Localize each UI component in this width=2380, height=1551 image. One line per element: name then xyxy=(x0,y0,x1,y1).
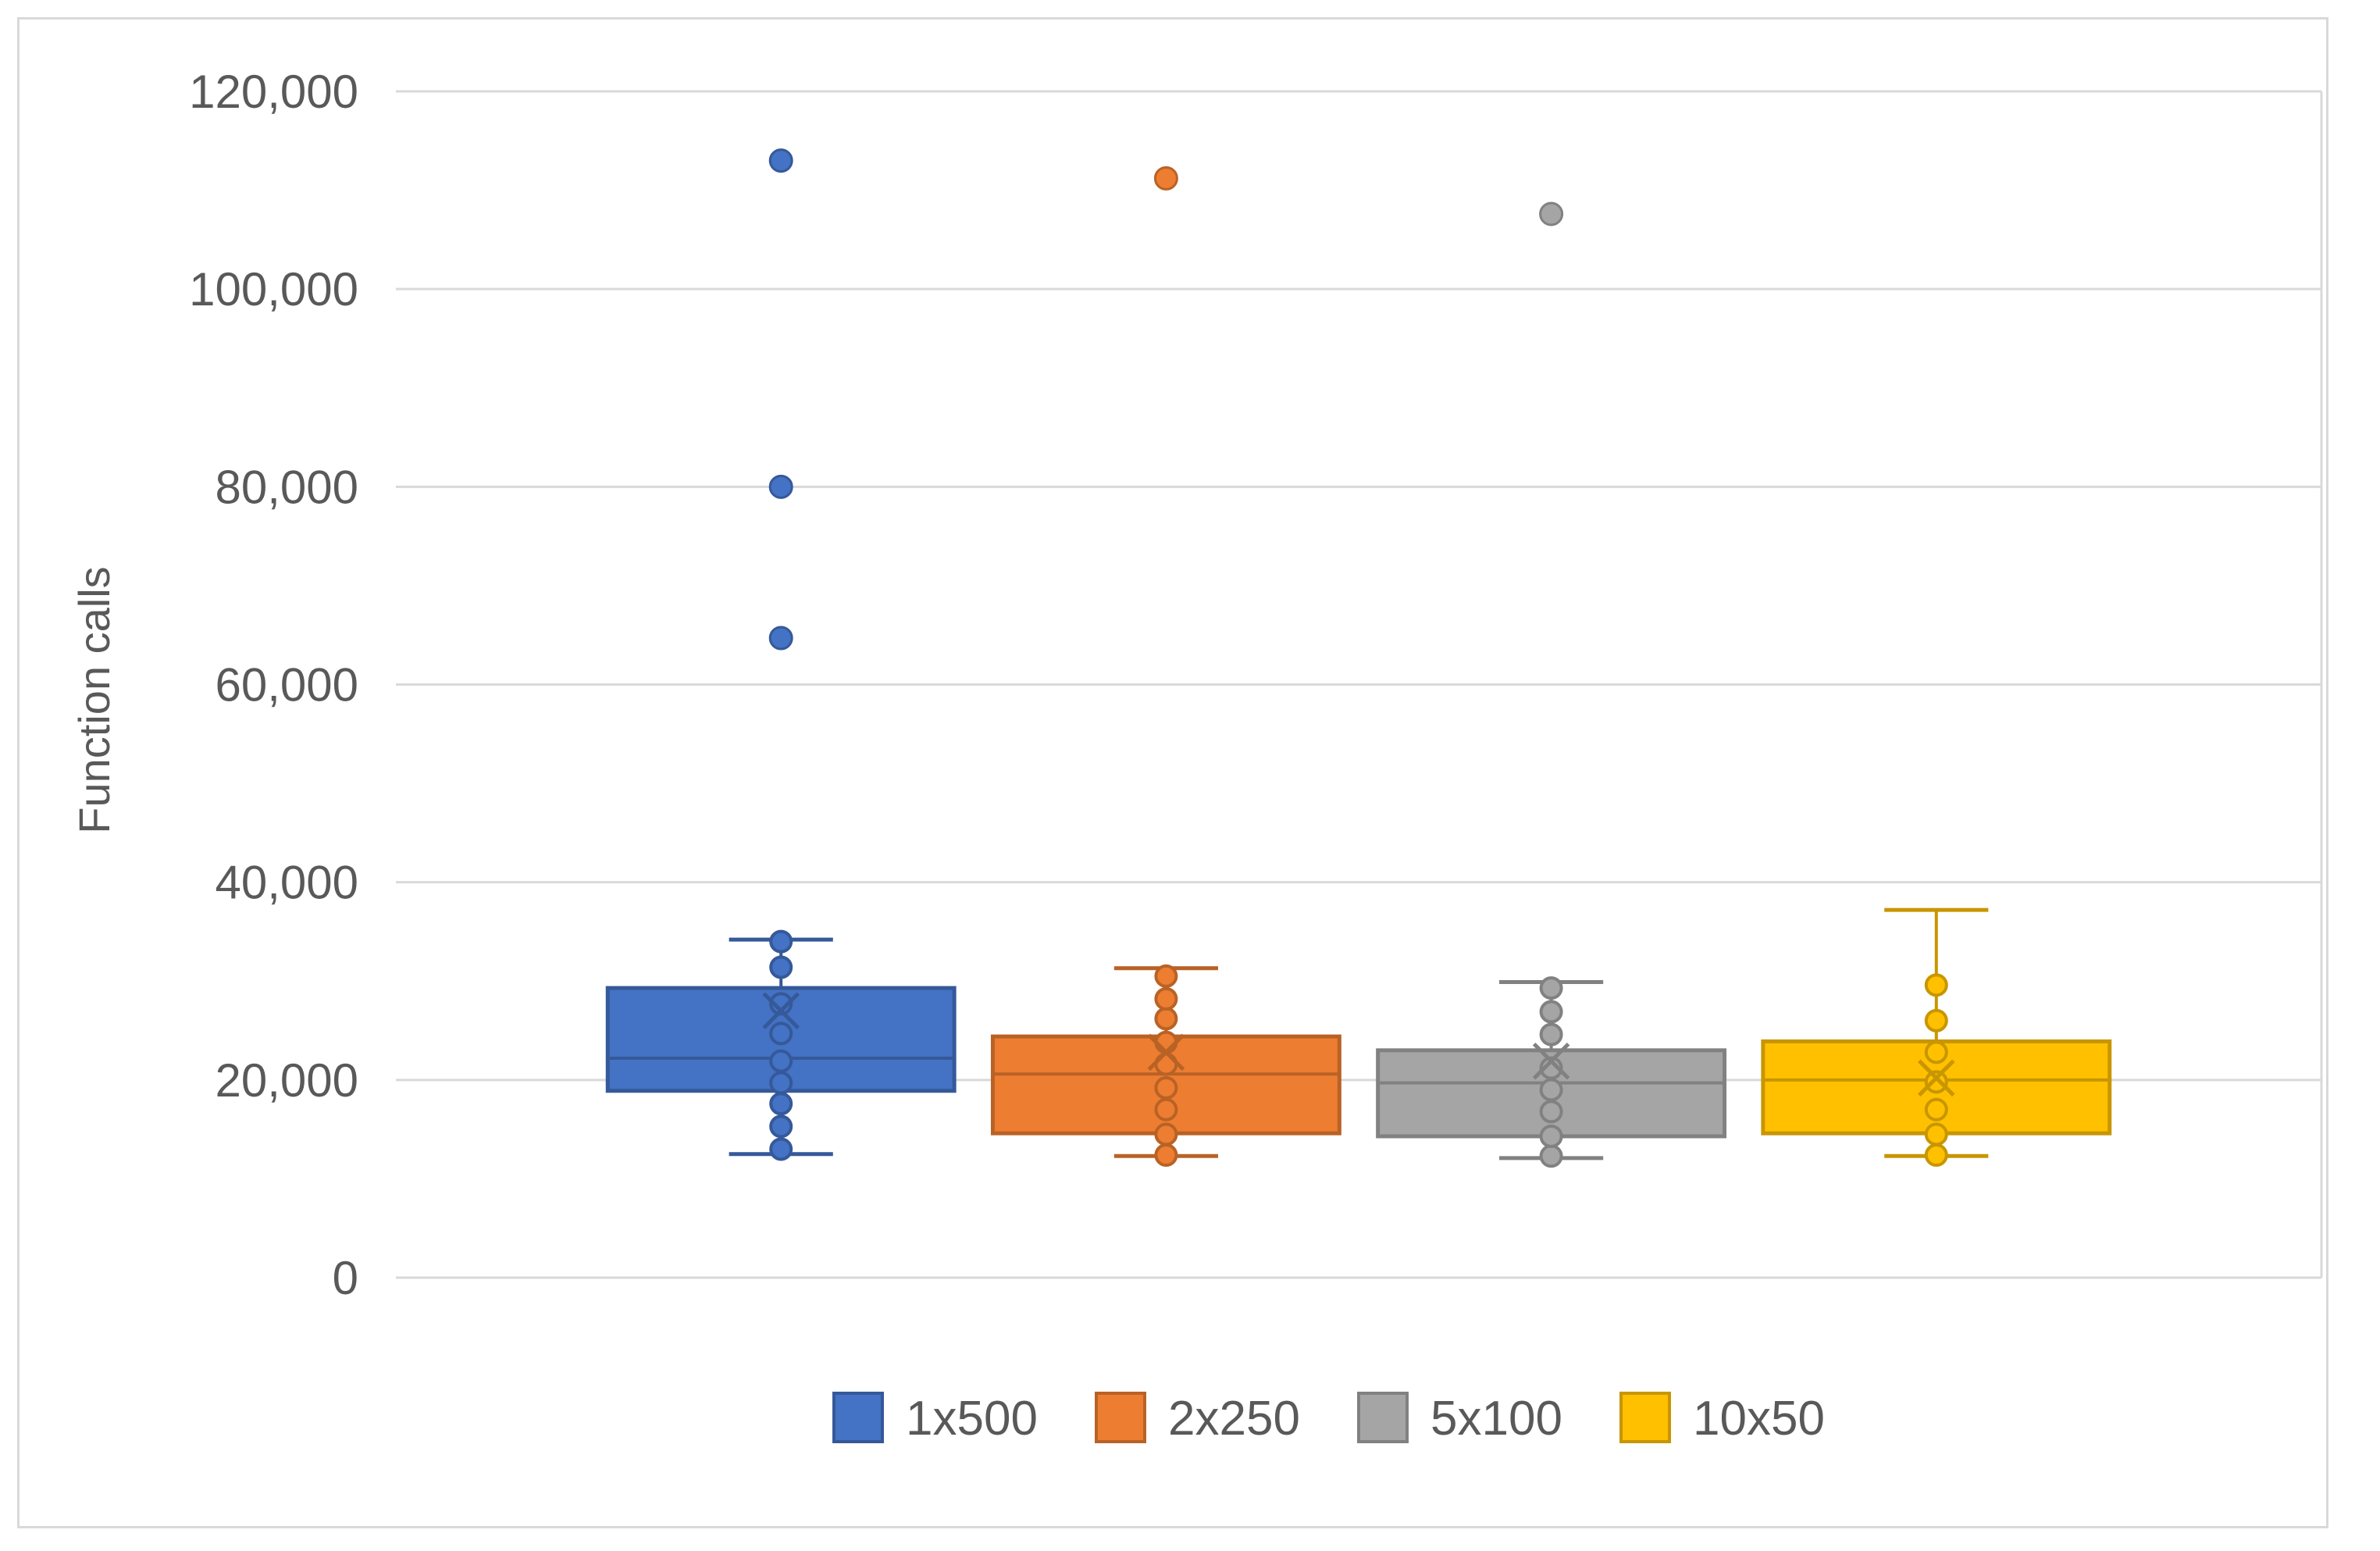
data-point xyxy=(1154,1075,1178,1100)
y-tick-label: 60,000 xyxy=(215,659,358,711)
data-point xyxy=(769,1022,793,1046)
data-point xyxy=(769,955,793,979)
legend-label: 5x100 xyxy=(1430,1392,1562,1446)
legend-item-10x50: 10x50 xyxy=(1619,1392,1825,1446)
data-point xyxy=(1924,1040,1948,1064)
legend-item-2x250: 2x250 xyxy=(1095,1392,1300,1446)
legend-swatch xyxy=(1619,1392,1671,1443)
y-tick-label: 0 xyxy=(333,1252,358,1304)
legend-swatch xyxy=(1095,1392,1146,1443)
data-point xyxy=(769,1071,793,1095)
data-point xyxy=(1924,1070,1948,1094)
outlier-point xyxy=(768,474,793,499)
data-point xyxy=(1924,1008,1948,1032)
data-point xyxy=(769,1114,793,1139)
y-tick-label: 20,000 xyxy=(215,1054,358,1107)
outlier-point xyxy=(1539,201,1564,226)
outlier-point xyxy=(768,148,793,173)
data-point xyxy=(769,929,793,954)
outlier-point xyxy=(1153,166,1178,191)
chart-frame: 0 20,000 40,000 60,000 80,000 100,000 120,000 … xyxy=(17,17,2328,1528)
mean-marker xyxy=(1532,1043,1570,1080)
legend-label: 10x50 xyxy=(1693,1392,1825,1446)
data-point xyxy=(1924,1097,1948,1121)
data-point xyxy=(1154,1122,1178,1146)
legend: 1x500 2x250 5x100 10x50 xyxy=(832,1392,1825,1446)
data-point xyxy=(769,1137,793,1161)
data-point xyxy=(1539,1022,1563,1046)
data-point xyxy=(769,1049,793,1073)
data-point xyxy=(1539,976,1563,1000)
box-plot-chart: 020,00040,00060,00080,000100,000120,000 … xyxy=(69,66,2323,1446)
legend-label: 1x500 xyxy=(906,1392,1038,1446)
data-point xyxy=(1154,964,1178,988)
data-point xyxy=(1539,1100,1563,1124)
legend-item-1x500: 1x500 xyxy=(832,1392,1038,1446)
series-layer xyxy=(605,148,2112,1168)
mean-marker xyxy=(762,992,800,1029)
series-1x500 xyxy=(605,148,957,1161)
data-point xyxy=(1539,1078,1563,1102)
data-point xyxy=(1924,973,1948,997)
legend-label: 2x250 xyxy=(1168,1392,1300,1446)
data-point xyxy=(1154,1097,1178,1121)
y-tick-label: 40,000 xyxy=(215,857,358,909)
data-point xyxy=(1924,1122,1948,1146)
legend-swatch xyxy=(832,1392,884,1443)
legend-item-5x100: 5x100 xyxy=(1357,1392,1562,1446)
outlier-point xyxy=(768,626,793,651)
data-point xyxy=(1154,1143,1178,1168)
series-10x50 xyxy=(1761,907,2112,1168)
data-point xyxy=(1539,1056,1563,1080)
data-point xyxy=(769,992,793,1016)
data-point xyxy=(1924,1143,1948,1168)
data-point xyxy=(1539,1000,1563,1024)
data-point xyxy=(1154,1007,1178,1031)
data-point xyxy=(1154,1030,1178,1054)
y-tick-label: 100,000 xyxy=(189,263,358,316)
y-tick-label: 80,000 xyxy=(215,461,358,513)
legend-swatch xyxy=(1357,1392,1409,1443)
data-point xyxy=(769,1092,793,1116)
data-point xyxy=(1539,1144,1563,1168)
data-point xyxy=(1539,1124,1563,1148)
y-axis-ticks: 0 20,000 40,000 60,000 80,000 100,000 120,000 xyxy=(189,66,358,1304)
mean-marker xyxy=(1147,1033,1185,1071)
series-5x100 xyxy=(1376,201,1727,1168)
mean-marker xyxy=(1918,1059,1955,1097)
data-point xyxy=(1154,987,1178,1011)
y-tick-label: 120,000 xyxy=(189,66,358,118)
series-2x250 xyxy=(990,166,1341,1168)
y-axis-title: Function calls xyxy=(69,566,119,833)
